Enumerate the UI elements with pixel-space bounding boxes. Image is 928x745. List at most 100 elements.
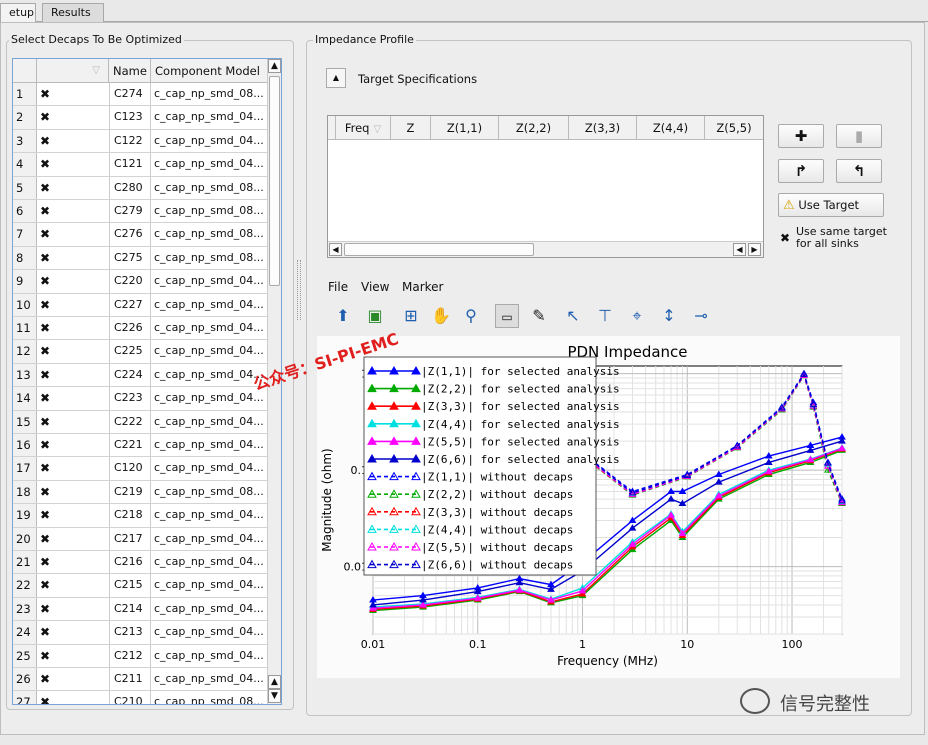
table-row[interactable]: 4 ✖ C121 c_cap_np_smd_04... <box>13 153 269 177</box>
row-checkbox[interactable]: ✖ <box>40 180 51 195</box>
zoom-icon[interactable]: ⚲ <box>465 306 477 325</box>
fit-view-icon[interactable]: ⊞ <box>404 306 418 325</box>
vertical-marker-icon[interactable]: ↕ <box>662 306 676 325</box>
table-row[interactable]: 3 ✖ C122 c_cap_np_smd_04... <box>13 129 269 154</box>
pen-icon[interactable]: ✎ <box>532 306 546 325</box>
table-row[interactable]: 25 ✖ C212 c_cap_np_smd_04... <box>13 644 269 668</box>
crosshair-icon[interactable]: ⌖ <box>632 306 642 325</box>
row-checkbox[interactable]: ✖ <box>40 484 51 499</box>
row-checkbox[interactable]: ✖ <box>40 274 51 289</box>
table-row[interactable]: 7 ✖ C276 c_cap_np_smd_08... <box>13 223 269 247</box>
image-icon[interactable]: ▣ <box>367 306 383 325</box>
row-checkbox[interactable]: ✖ <box>40 204 51 218</box>
row-checkbox[interactable]: ✖ <box>40 391 51 406</box>
tab-results[interactable]: Results <box>42 3 104 22</box>
table-row[interactable]: 26 ✖ C211 c_cap_np_smd_04... <box>13 668 269 692</box>
table-row[interactable]: 21 ✖ C216 c_cap_np_smd_04... <box>13 551 269 575</box>
table-row[interactable]: 13 ✖ C224 c_cap_np_smd_04... <box>13 363 269 388</box>
table-row[interactable]: 27 ✖ C210 c_cap_np_smd_08... <box>13 691 269 705</box>
row-checkbox[interactable]: ✖ <box>40 531 51 546</box>
table-row[interactable]: 15 ✖ C222 c_cap_np_smd_04... <box>13 410 269 434</box>
header-select[interactable]: ▽ <box>37 59 109 83</box>
marker-icon[interactable]: ⊤ <box>598 306 612 325</box>
tab-setup[interactable]: etup <box>0 3 36 23</box>
table-row[interactable]: 6 ✖ C279 c_cap_np_smd_08... <box>13 200 269 224</box>
row-checkbox[interactable]: ✖ <box>40 601 51 616</box>
row-checkbox[interactable]: ✖ <box>40 695 51 705</box>
target-header-z44[interactable]: Z(4,4) <box>637 116 705 140</box>
row-checkbox[interactable]: ✖ <box>40 321 51 335</box>
row-checkbox[interactable]: ✖ <box>40 438 51 452</box>
table-row[interactable]: 9 ✖ C220 c_cap_np_smd_04... <box>13 270 269 294</box>
row-checkbox[interactable]: ✖ <box>40 555 51 569</box>
export-icon[interactable]: ⬆ <box>336 306 350 325</box>
scroll-down-icon[interactable]: ▼ <box>268 689 281 703</box>
target-header-z55[interactable]: Z(5,5) <box>716 121 752 135</box>
horizontal-marker-icon[interactable]: ⊸ <box>694 306 708 325</box>
target-header-z11[interactable]: Z(1,1) <box>431 116 499 140</box>
row-checkbox[interactable]: ✖ <box>40 227 51 242</box>
table-row[interactable]: 14 ✖ C223 c_cap_np_smd_04... <box>13 387 269 411</box>
row-checkbox[interactable]: ✖ <box>40 157 51 172</box>
table-row[interactable]: 5 ✖ C280 c_cap_np_smd_08... <box>13 176 269 200</box>
row-checkbox[interactable]: ✖ <box>40 648 51 663</box>
table-row[interactable]: 2 ✖ C123 c_cap_np_smd_04... <box>13 106 269 130</box>
table-row[interactable]: 18 ✖ C219 c_cap_np_smd_08... <box>13 480 269 505</box>
use-target-button[interactable]: ⚠ Use Target <box>778 193 884 217</box>
row-checkbox[interactable]: ✖ <box>40 461 51 476</box>
delete-row-button[interactable]: ▮ <box>836 124 882 148</box>
row-checkbox[interactable]: ✖ <box>40 367 51 382</box>
hscroll-thumb[interactable] <box>344 243 534 256</box>
menu-marker[interactable]: Marker <box>402 280 444 294</box>
table-row[interactable]: 19 ✖ C218 c_cap_np_smd_04... <box>13 504 269 528</box>
row-checkbox[interactable]: ✖ <box>40 508 51 523</box>
header-name[interactable]: Name <box>109 59 151 83</box>
row-checkbox[interactable]: ✖ <box>40 414 51 429</box>
target-hscrollbar[interactable]: ◀ ◀ ▶ <box>328 241 763 257</box>
add-row-button[interactable]: ✚ <box>778 124 824 148</box>
header-component-model[interactable]: Component Model <box>155 64 260 78</box>
row-checkbox[interactable]: ✖ <box>40 344 51 359</box>
row-checkbox[interactable]: ✖ <box>40 578 51 593</box>
table-row[interactable]: 10 ✖ C227 c_cap_np_smd_04... <box>13 293 269 317</box>
same-target-checkbox[interactable]: ✖ <box>780 231 791 245</box>
table-row[interactable]: 24 ✖ C213 c_cap_np_smd_04... <box>13 621 269 645</box>
row-checkbox[interactable]: ✖ <box>40 87 51 101</box>
target-header-z[interactable]: Z <box>391 116 431 140</box>
redo-button[interactable]: ↱ <box>778 159 824 183</box>
table-row[interactable]: 22 ✖ C215 c_cap_np_smd_04... <box>13 574 269 598</box>
panel-splitter[interactable] <box>297 260 301 320</box>
row-checkbox[interactable]: ✖ <box>40 133 51 148</box>
scroll-left-icon[interactable]: ◀ <box>329 243 342 256</box>
row-checkbox[interactable]: ✖ <box>40 672 51 686</box>
menu-view[interactable]: View <box>361 280 390 294</box>
table-row[interactable]: 17 ✖ C120 c_cap_np_smd_04... <box>13 457 269 481</box>
table-row[interactable]: 8 ✖ C275 c_cap_np_smd_08... <box>13 246 269 271</box>
table-row[interactable]: 16 ✖ C221 c_cap_np_smd_04... <box>13 434 269 458</box>
legend-icon[interactable]: ▭ <box>495 304 519 328</box>
table-row[interactable]: 11 ✖ C226 c_cap_np_smd_04... <box>13 317 269 341</box>
select-cursor-icon[interactable]: ↖ <box>566 306 580 325</box>
row-checkbox[interactable]: ✖ <box>40 625 51 640</box>
row-checkbox[interactable]: ✖ <box>40 297 51 312</box>
undo-button[interactable]: ↰ <box>836 159 882 183</box>
decaps-vscrollbar[interactable]: ▲ ▲ ▼ <box>267 59 281 704</box>
scroll-thumb[interactable] <box>269 76 280 286</box>
table-row[interactable]: 20 ✖ C217 c_cap_np_smd_04... <box>13 527 269 551</box>
target-header-freq[interactable]: Freq ▽ <box>336 116 391 140</box>
row-checkbox[interactable]: ✖ <box>40 110 51 125</box>
menu-file[interactable]: File <box>328 280 349 294</box>
table-row[interactable]: 1 ✖ C274 c_cap_np_smd_08... <box>13 83 269 107</box>
scroll-left-icon-2[interactable]: ◀ <box>733 243 746 256</box>
scroll-up-icon-bottom[interactable]: ▲ <box>268 675 281 689</box>
table-row[interactable]: 12 ✖ C225 c_cap_np_smd_04... <box>13 340 269 364</box>
target-spec-toggle-button[interactable]: ▲ <box>326 68 346 88</box>
scroll-up-icon[interactable]: ▲ <box>268 59 281 73</box>
target-header-z33[interactable]: Z(3,3) <box>569 116 637 140</box>
table-row[interactable]: 23 ✖ C214 c_cap_np_smd_04... <box>13 597 269 622</box>
scroll-right-icon[interactable]: ▶ <box>748 243 761 256</box>
target-header-z22[interactable]: Z(2,2) <box>499 116 569 140</box>
pan-hand-icon[interactable]: ✋ <box>431 306 451 325</box>
row-checkbox[interactable]: ✖ <box>40 250 51 265</box>
